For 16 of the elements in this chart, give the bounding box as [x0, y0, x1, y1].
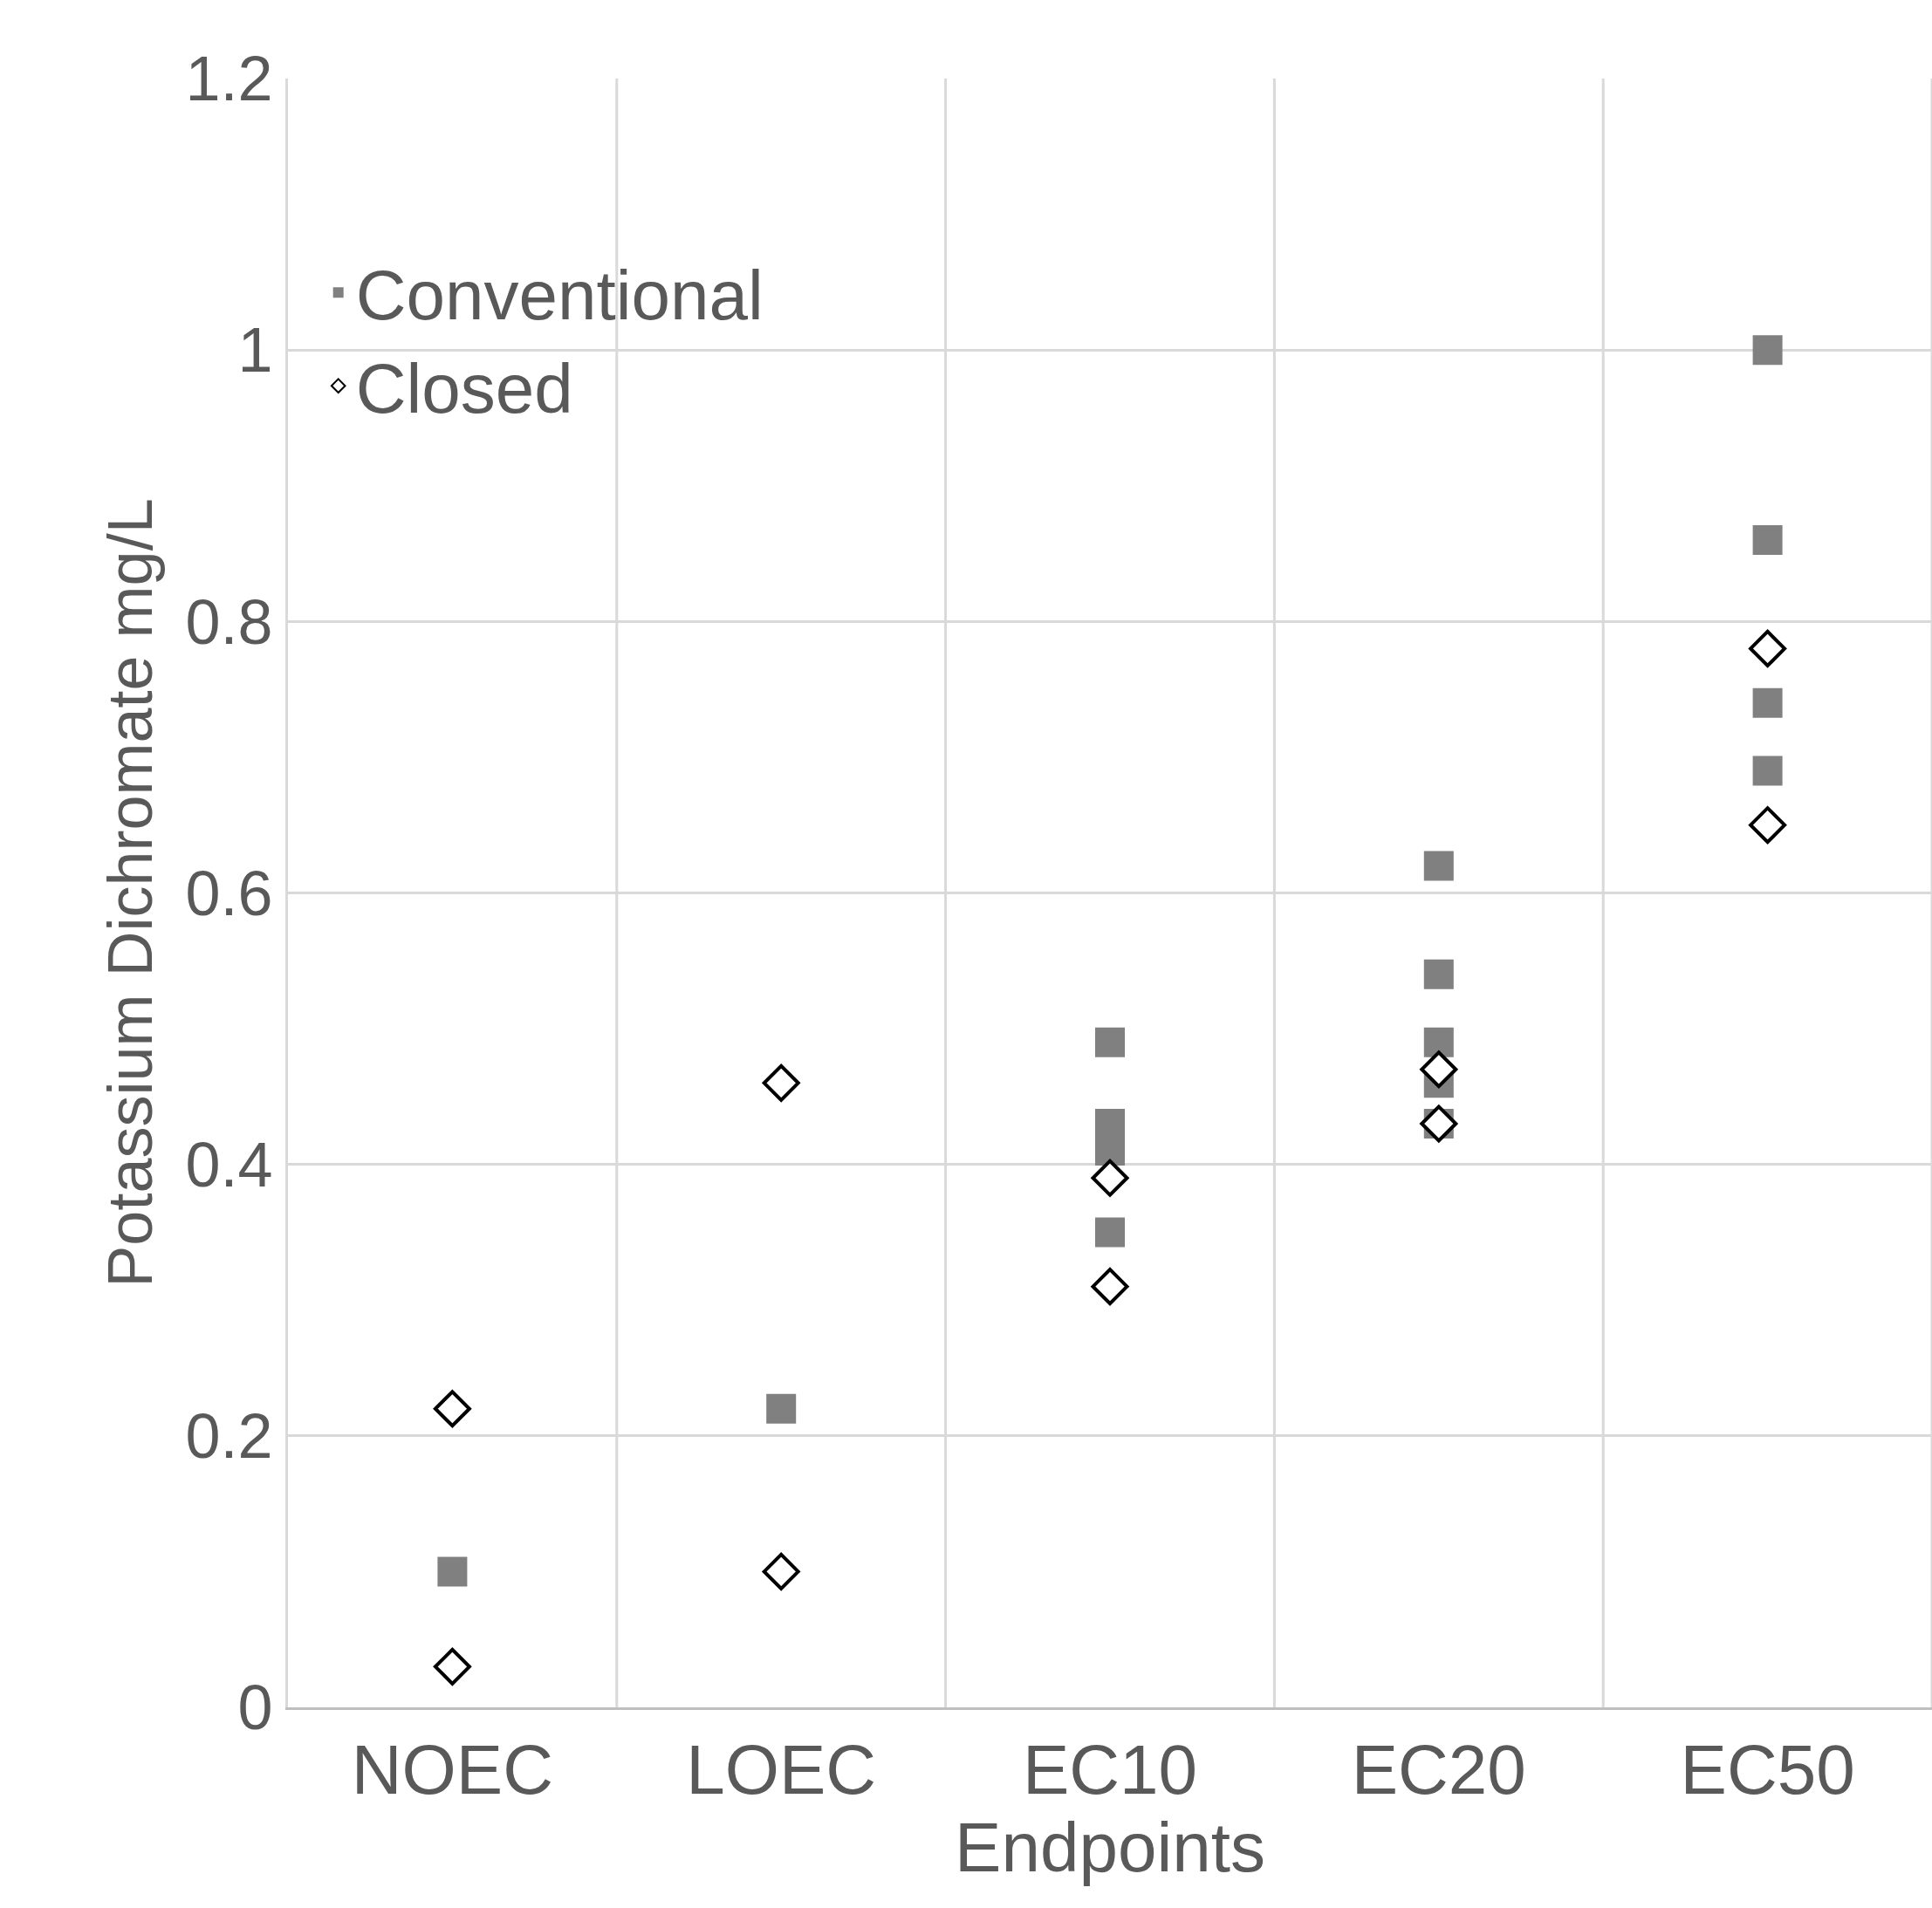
y-tick-label: 0.2: [185, 1401, 273, 1472]
y-tick-label: 1.2: [185, 44, 273, 114]
y-axis-title: Potassium Dichromate mg/L: [94, 498, 165, 1288]
x-tick-label: EC20: [1351, 1731, 1526, 1809]
y-tick-label: 0.6: [185, 858, 273, 928]
legend-label: Closed: [355, 350, 573, 428]
x-tick-label: LOEC: [686, 1731, 877, 1809]
y-tick-label: 1: [237, 315, 273, 386]
y-tick-label: 0: [237, 1672, 273, 1743]
x-tick-label: NOEC: [351, 1731, 553, 1809]
legend-label: Conventional: [355, 256, 764, 335]
y-tick-label: 0.4: [185, 1129, 273, 1200]
x-tick-label: EC50: [1680, 1731, 1855, 1809]
y-tick-label: 0.8: [185, 586, 273, 657]
x-axis-title: Endpoints: [955, 1809, 1265, 1886]
x-tick-label: EC10: [1022, 1731, 1198, 1809]
